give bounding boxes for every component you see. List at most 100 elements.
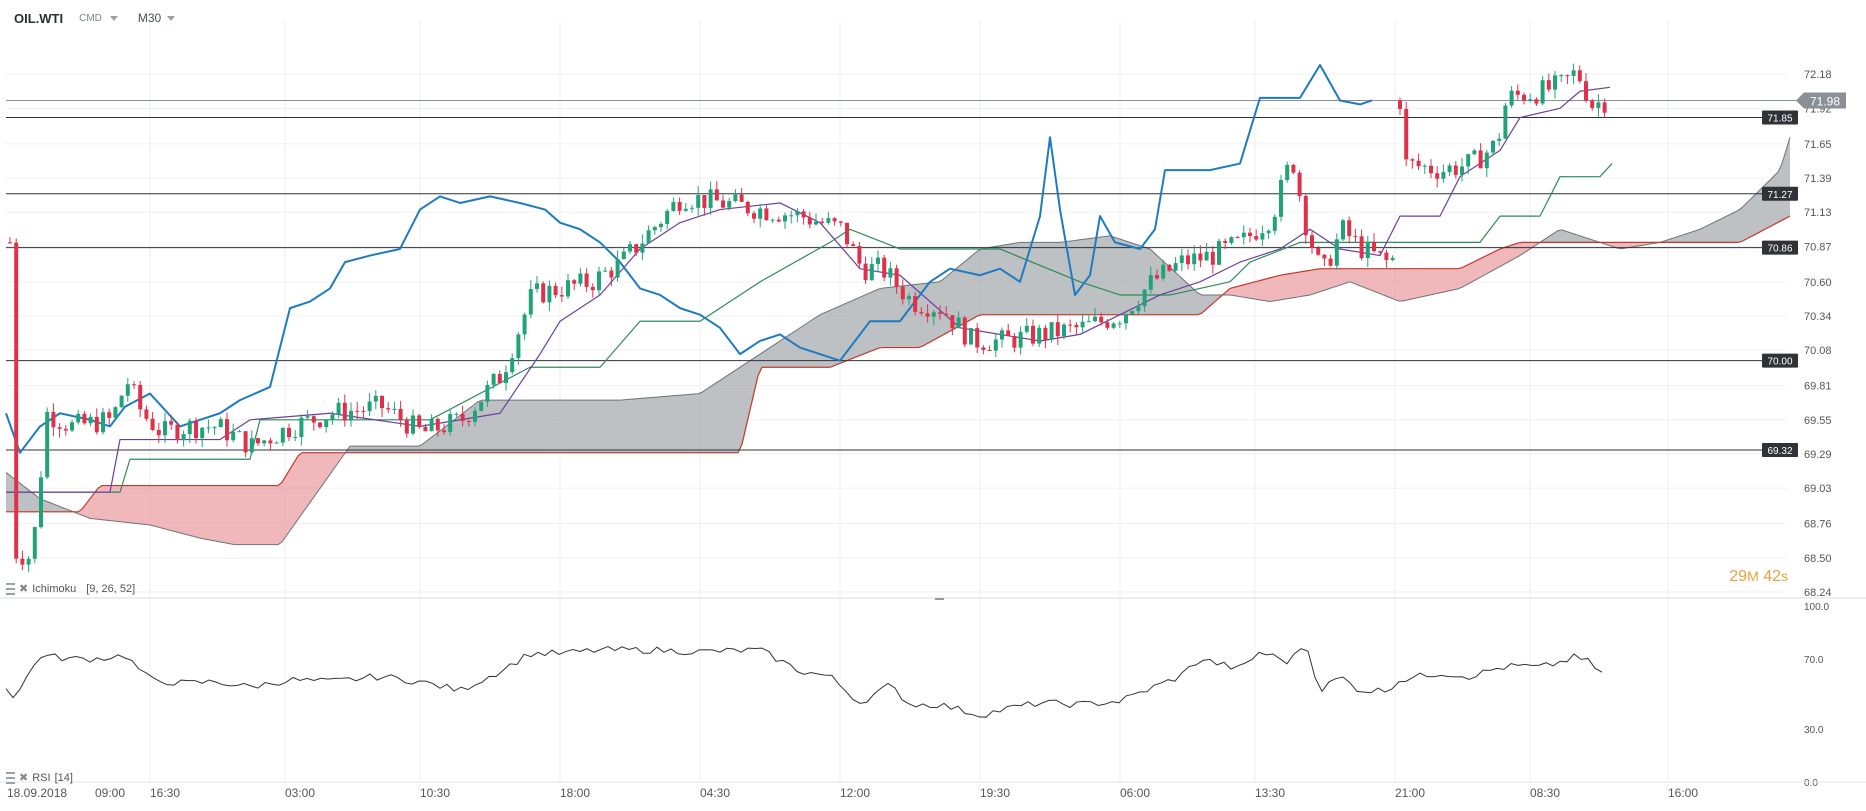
market-select[interactable]: CMD (79, 13, 118, 24)
candle (249, 430, 254, 454)
candle-body (702, 195, 707, 208)
candle-body (1509, 90, 1514, 106)
candle (187, 418, 192, 443)
candle-body (1006, 330, 1011, 337)
candle (714, 180, 719, 201)
candle-body (993, 339, 998, 351)
candle (845, 222, 849, 249)
candle-body (107, 412, 112, 418)
candle (435, 417, 440, 437)
time-axis-label: 12:00 (840, 786, 870, 800)
candle (1055, 314, 1060, 346)
candle-body (1198, 253, 1203, 261)
candle-body (845, 222, 849, 245)
candle-body (566, 280, 570, 297)
candle-body (1584, 81, 1588, 101)
close-icon[interactable]: ✖ (19, 583, 29, 595)
candle (1404, 101, 1409, 167)
candle (287, 423, 291, 441)
candle (1328, 254, 1333, 267)
candle-body (1353, 236, 1358, 238)
candle-body (1398, 100, 1402, 109)
candle-body (1328, 258, 1333, 266)
candle (516, 332, 521, 365)
level-tag-bg (1762, 186, 1798, 201)
time-axis-label: 13:30 (1255, 786, 1285, 800)
candle (566, 273, 570, 300)
candle (1341, 218, 1345, 242)
cloud-segment (6, 472, 74, 513)
candle (398, 400, 403, 427)
candle (1266, 228, 1271, 239)
candle-body (801, 211, 806, 218)
candle-body (541, 283, 546, 303)
candle-body (1074, 324, 1079, 328)
candle-body (758, 208, 763, 219)
candle (1099, 312, 1104, 326)
candle-body (1167, 264, 1172, 271)
candle-body (1204, 251, 1209, 261)
current-price-tag (1796, 92, 1846, 109)
candlesticks (8, 63, 1607, 572)
candle (1453, 161, 1458, 179)
candle-body (150, 418, 155, 430)
candle (1602, 98, 1607, 118)
candle (373, 390, 378, 410)
candle-body (473, 410, 477, 422)
candle-body (1148, 275, 1153, 290)
candle (1460, 157, 1464, 182)
candle (1484, 149, 1489, 177)
candle-body (57, 427, 62, 429)
candle (225, 412, 229, 447)
candle (634, 243, 639, 256)
candle (1303, 193, 1308, 244)
close-icon[interactable]: ✖ (19, 772, 29, 784)
candle (938, 305, 942, 320)
candle-body (621, 251, 626, 259)
menu-icon[interactable] (6, 771, 15, 784)
candle (547, 280, 552, 312)
chikou-span-line (5, 63, 1373, 454)
candle-body (745, 201, 750, 214)
candle (857, 241, 862, 269)
candle-body (708, 189, 713, 208)
candle (944, 306, 949, 317)
candle (212, 425, 217, 435)
candle-body (175, 424, 180, 441)
candle (1279, 174, 1283, 222)
candle (305, 410, 310, 421)
candle (1062, 322, 1066, 340)
candle-body (225, 419, 229, 441)
candle (913, 292, 918, 316)
timeframe-select[interactable]: M30 (138, 11, 176, 25)
candle (975, 322, 980, 354)
candle (1204, 242, 1209, 261)
candle (1447, 163, 1452, 177)
candle (652, 225, 657, 235)
candle (1217, 238, 1221, 266)
candle-body (1297, 172, 1302, 197)
candle-body (361, 410, 366, 412)
candle (863, 256, 868, 285)
candle-body (287, 428, 291, 438)
candle-body (826, 218, 831, 223)
candle-body (1099, 316, 1104, 323)
candle (609, 267, 614, 287)
menu-icon[interactable] (6, 582, 15, 595)
candle (1310, 231, 1314, 255)
candle (206, 419, 211, 434)
candle-body (1093, 316, 1097, 322)
candle (708, 181, 713, 215)
candle (553, 282, 558, 299)
candle-body (789, 215, 794, 217)
price-tick-label: 70.34 (1804, 311, 1832, 323)
candle-body (1018, 331, 1023, 348)
candle (900, 279, 905, 305)
rsi-tick-label: 100.0 (1804, 602, 1829, 613)
candle (628, 240, 632, 254)
symbol-label[interactable]: OIL.WTI (14, 10, 64, 26)
candle-body (1390, 258, 1395, 260)
candle-body (311, 416, 316, 423)
candle-body (132, 384, 136, 386)
